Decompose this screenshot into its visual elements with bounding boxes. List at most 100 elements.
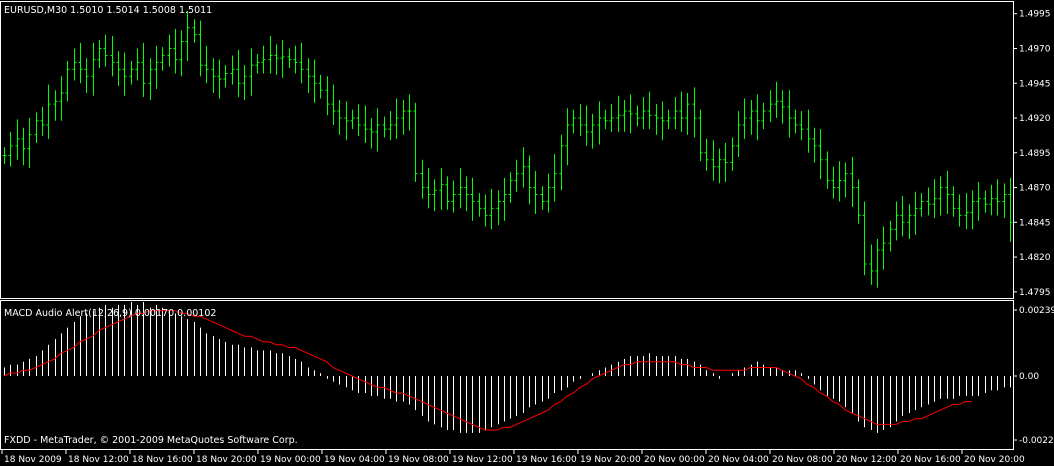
price-bar	[913, 191, 918, 235]
price-bar	[919, 193, 924, 217]
price-bar	[976, 181, 981, 221]
price-bar	[900, 195, 905, 237]
price-bar	[344, 101, 349, 141]
price-bar	[426, 168, 431, 209]
time-tick-label: 20 Nov 12:00	[836, 455, 897, 465]
price-bar	[325, 76, 330, 116]
price-bar	[356, 104, 361, 137]
price-bar	[970, 190, 975, 230]
price-bar	[685, 92, 690, 135]
price-bar	[552, 154, 557, 202]
price-bar	[736, 111, 741, 157]
price-bar	[198, 20, 203, 77]
macd-tick-label: 0.00	[1019, 372, 1039, 382]
price-bar	[964, 193, 969, 230]
price-bar	[938, 176, 943, 216]
price-bar	[110, 35, 115, 77]
price-bar	[78, 42, 83, 84]
price-bar	[692, 87, 697, 138]
price-bar	[951, 186, 956, 217]
price-bar	[1008, 177, 1013, 242]
price-bar	[812, 127, 817, 163]
price-bar	[869, 244, 874, 285]
price-bar	[255, 54, 260, 74]
time-tick-label: 20 Nov 08:00	[772, 455, 833, 465]
price-bar	[761, 102, 766, 130]
price-tick-label: 1.4895	[1019, 149, 1051, 159]
indicator-window-frame	[0, 300, 1014, 450]
price-bar	[862, 201, 867, 276]
price-bar	[704, 138, 709, 171]
price-bar	[122, 52, 127, 96]
price-bar	[818, 129, 823, 180]
price-bar	[603, 109, 608, 130]
price-bar	[53, 90, 58, 121]
price-bar	[160, 47, 165, 71]
price-bar	[350, 109, 355, 130]
price-bar	[635, 105, 640, 127]
macd-axis: 0.00239 0.00 -0.00225	[1013, 306, 1054, 446]
price-bar	[375, 108, 380, 152]
price-bar	[502, 177, 507, 221]
price-bar	[46, 84, 51, 139]
price-bar	[167, 34, 172, 67]
price-bar	[268, 35, 273, 74]
price-bar	[673, 97, 678, 130]
price-bar	[957, 194, 962, 227]
price-bar	[407, 94, 412, 131]
time-tick-label: 18 Nov 20:00	[196, 455, 257, 465]
time-axis: 18 Nov 2009 18 Nov 12:00 18 Nov 16:00 18 No…	[1, 450, 1025, 465]
price-bar	[825, 151, 830, 189]
price-bar	[135, 48, 140, 81]
price-bar	[793, 109, 798, 134]
price-bar	[179, 30, 184, 77]
price-bar	[831, 166, 836, 199]
price-bar	[192, 19, 197, 43]
price-bar	[185, 10, 190, 62]
price-bar	[141, 42, 146, 98]
price-bar	[84, 58, 89, 93]
price-bar	[850, 156, 855, 208]
price-bar	[59, 76, 64, 121]
price-bar	[837, 161, 842, 202]
price-bar	[445, 176, 450, 210]
price-bar	[432, 179, 437, 212]
price-bar	[514, 159, 519, 192]
price-bar	[274, 44, 279, 75]
price-bar	[723, 143, 728, 182]
price-bar	[742, 98, 747, 139]
price-bar	[571, 109, 576, 134]
time-tick-label: 19 Nov 20:00	[580, 455, 641, 465]
price-bar	[679, 91, 684, 132]
price-bar	[717, 148, 722, 184]
price-bar	[698, 109, 703, 162]
price-bar	[926, 187, 931, 216]
price-bar	[806, 109, 811, 153]
price-bar	[211, 58, 216, 93]
price-bar	[489, 188, 494, 230]
price-bar	[382, 116, 387, 138]
time-tick-label: 18 Nov 12:00	[68, 455, 129, 465]
price-bar	[496, 190, 501, 226]
copyright-text: FXDD - MetaTrader, © 2001-2009 MetaQuote…	[4, 435, 298, 446]
price-tick-label: 1.4995	[1019, 10, 1051, 20]
price-bar	[799, 111, 804, 141]
macd-histogram	[4, 302, 1011, 433]
price-bar	[458, 168, 463, 209]
price-bar	[369, 118, 374, 149]
price-bar	[559, 134, 564, 191]
price-bar	[8, 131, 13, 167]
price-bar	[654, 104, 659, 135]
price-bar	[856, 179, 861, 224]
price-bar	[306, 58, 311, 93]
price-bar	[312, 59, 317, 103]
price-bar	[774, 81, 779, 119]
price-bar	[331, 84, 336, 125]
price-bar	[660, 101, 665, 141]
price-bar	[787, 90, 792, 138]
time-tick-label: 18 Nov 2009	[4, 455, 62, 465]
price-bar	[148, 58, 153, 100]
price-bar	[451, 180, 456, 213]
price-bar	[97, 40, 102, 68]
price-bar	[318, 74, 323, 99]
